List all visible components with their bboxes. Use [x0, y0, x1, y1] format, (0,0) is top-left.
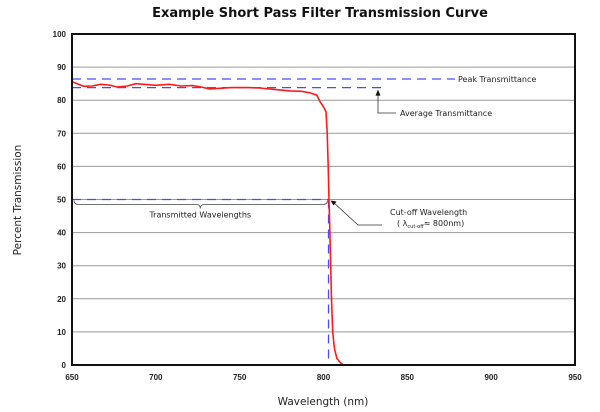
y-tick-labels: 0 10 20 30 40 50 60 70 80 90 100: [53, 30, 67, 370]
x-tick-label: 950: [568, 373, 582, 382]
cutoff-value: ≈ 800nm): [424, 219, 465, 228]
cutoff-prefix: ( λ: [397, 219, 408, 228]
x-tick-label: 650: [65, 373, 79, 382]
x-tick-label: 900: [484, 373, 498, 382]
cutoff-subscript: cut-off: [407, 224, 424, 230]
x-axis-label: Wavelength (nm): [278, 396, 369, 408]
y-tick-label: 30: [57, 262, 66, 271]
x-tick-label: 750: [233, 373, 247, 382]
y-tick-label: 50: [57, 196, 66, 205]
cutoff-wavelength-label: Cut-off Wavelength: [390, 208, 467, 217]
average-transmittance-label: Average Transmittance: [400, 109, 492, 118]
x-tick-label: 700: [149, 373, 163, 382]
y-tick-label: 80: [57, 96, 66, 105]
y-tick-label: 100: [53, 30, 67, 39]
y-tick-label: 20: [57, 295, 66, 304]
peak-transmittance-label: Peak Transmittance: [458, 75, 536, 84]
cutoff-arrow-head: [330, 200, 337, 206]
x-tick-label: 800: [317, 373, 331, 382]
y-tick-label: 90: [57, 63, 66, 72]
y-tick-label: 10: [57, 328, 66, 337]
y-tick-label: 40: [57, 229, 66, 238]
x-tick-label: 850: [401, 373, 415, 382]
chart-title: Example Short Pass Filter Transmission C…: [152, 6, 488, 21]
average-arrow-head: [375, 89, 381, 96]
transmitted-wavelengths-label: Transmitted Wavelengths: [148, 211, 251, 220]
x-tick-labels: 650 700 750 800 850 900 950: [65, 373, 582, 382]
average-arrow-line: [377, 90, 396, 114]
annotations: Peak Transmittance Average Transmittance…: [73, 75, 536, 230]
transmission-curve: [71, 80, 575, 366]
y-tick-label: 70: [57, 129, 66, 138]
plot-frame: [71, 33, 576, 366]
y-axis-label: Percent Transmission: [12, 145, 24, 256]
cutoff-arrow-line: [332, 201, 382, 226]
transmitted-brace: [73, 200, 328, 209]
y-tick-label: 0: [62, 361, 67, 370]
y-tick-label: 60: [57, 162, 66, 171]
cutoff-value-label: ( λcut-off≈ 800nm): [397, 219, 464, 230]
